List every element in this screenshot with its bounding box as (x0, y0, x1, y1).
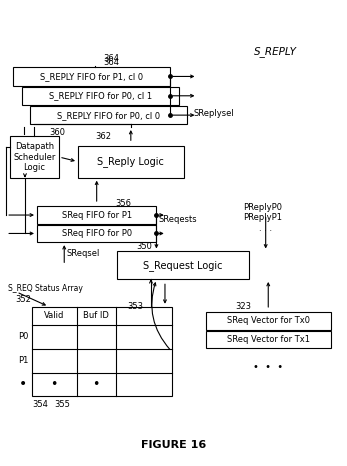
FancyBboxPatch shape (30, 106, 187, 124)
FancyBboxPatch shape (206, 312, 331, 329)
Text: 352: 352 (16, 295, 32, 304)
Text: SReqsel: SReqsel (66, 249, 100, 258)
Text: S_Reply Logic: S_Reply Logic (98, 156, 164, 167)
FancyBboxPatch shape (32, 307, 172, 397)
Text: Datapath
Scheduler
Logic: Datapath Scheduler Logic (13, 142, 56, 172)
Text: SReplysel: SReplysel (194, 109, 235, 118)
Text: 353: 353 (127, 302, 143, 311)
Text: SReq Vector for Tx0: SReq Vector for Tx0 (227, 316, 310, 325)
Text: 364: 364 (103, 54, 119, 62)
Text: 356: 356 (116, 199, 132, 207)
FancyBboxPatch shape (206, 330, 331, 348)
Text: SReq FIFO for P0: SReq FIFO for P0 (62, 229, 132, 238)
Text: SReq Vector for Tx1: SReq Vector for Tx1 (227, 335, 310, 344)
Text: SReqests: SReqests (158, 215, 197, 224)
Text: FIGURE 16: FIGURE 16 (141, 440, 206, 450)
Text: Valid: Valid (44, 311, 65, 320)
Text: . . .: . . . (259, 224, 272, 233)
Text: 355: 355 (54, 400, 70, 409)
Text: S_REPLY FIFO for P1, cl 0: S_REPLY FIFO for P1, cl 0 (40, 72, 143, 81)
FancyBboxPatch shape (13, 67, 170, 86)
Text: S_Request Logic: S_Request Logic (143, 260, 223, 271)
Text: 354: 354 (32, 400, 48, 409)
Text: SReq FIFO for P1: SReq FIFO for P1 (62, 211, 132, 219)
Text: PReplyP0
PReplyP1: PReplyP0 PReplyP1 (243, 203, 282, 222)
Text: •: • (19, 377, 27, 391)
FancyBboxPatch shape (37, 206, 156, 224)
Text: P0: P0 (18, 332, 28, 341)
FancyBboxPatch shape (78, 145, 184, 178)
Text: S_REQ Status Array: S_REQ Status Array (8, 284, 83, 293)
Text: Buf ID: Buf ID (83, 311, 109, 320)
FancyBboxPatch shape (22, 87, 179, 105)
FancyBboxPatch shape (117, 252, 248, 279)
Text: •: • (93, 378, 100, 391)
FancyBboxPatch shape (37, 225, 156, 242)
Text: S_REPLY FIFO for P0, cl 1: S_REPLY FIFO for P0, cl 1 (49, 91, 152, 100)
FancyBboxPatch shape (10, 137, 59, 178)
Text: S_REPLY FIFO for P0, cl 0: S_REPLY FIFO for P0, cl 0 (57, 110, 160, 120)
Text: 364: 364 (103, 58, 119, 67)
Text: 323: 323 (235, 302, 251, 311)
Text: 350: 350 (136, 242, 152, 251)
Text: 362: 362 (95, 132, 111, 141)
Text: S_REPLY: S_REPLY (254, 46, 297, 56)
Text: 360: 360 (49, 128, 65, 137)
Text: •: • (51, 378, 58, 391)
Text: •  •  •: • • • (253, 362, 283, 371)
Text: P1: P1 (18, 356, 28, 365)
